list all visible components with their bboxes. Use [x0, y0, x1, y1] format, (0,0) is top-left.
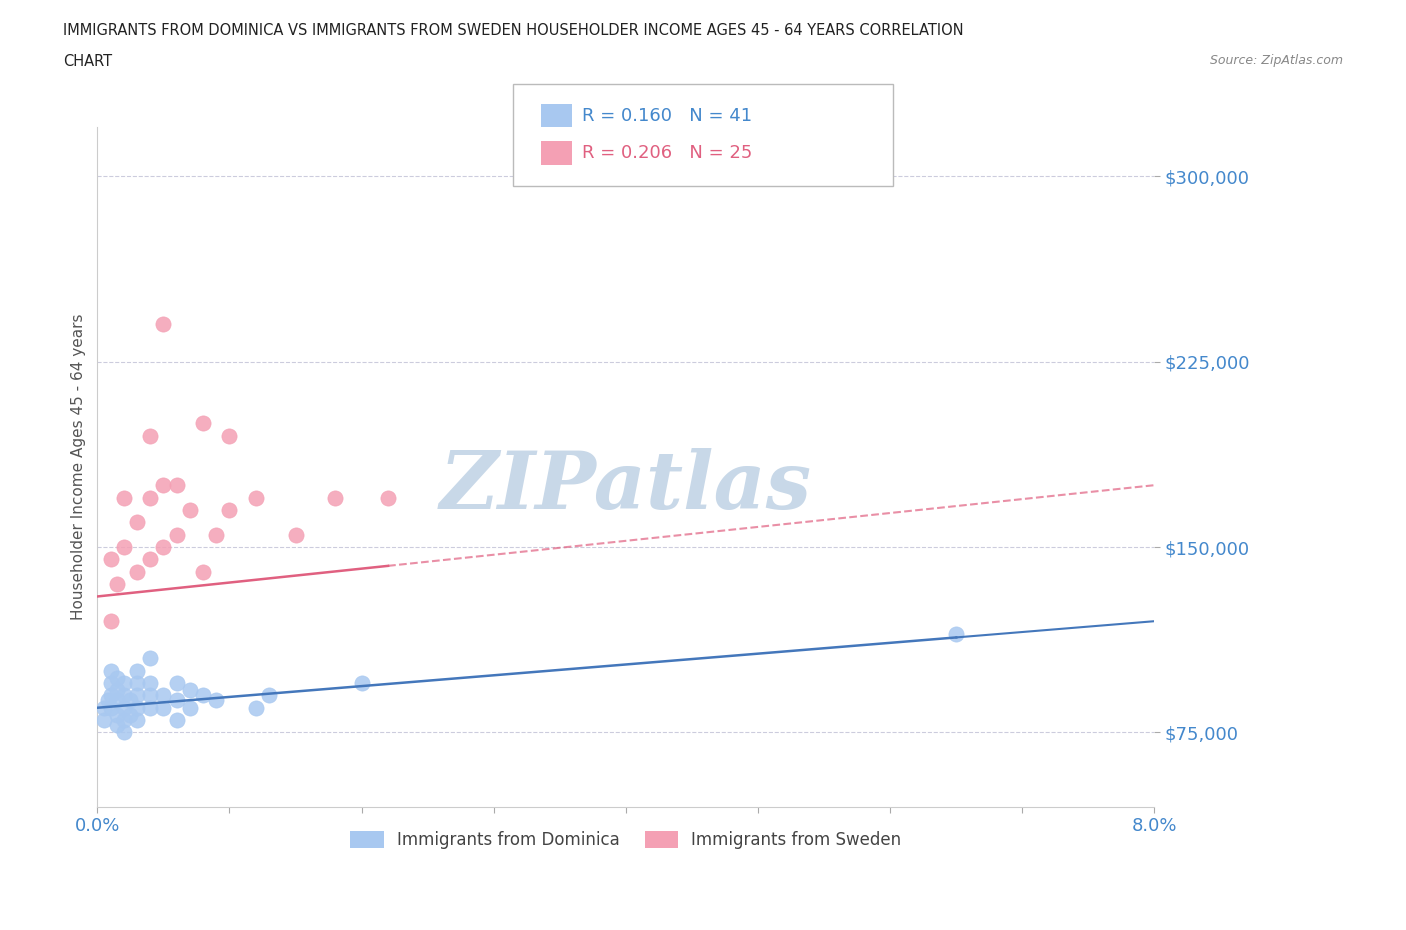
Point	[100, 700, 122, 715]
Point	[179, 683, 201, 698]
Point	[139, 688, 162, 703]
Point	[105, 683, 128, 698]
Point	[112, 675, 135, 690]
Point	[139, 490, 162, 505]
Point	[191, 688, 214, 703]
Point	[166, 478, 188, 493]
Point	[97, 693, 120, 708]
Point	[125, 688, 148, 703]
Point	[139, 651, 162, 666]
Point	[125, 663, 148, 678]
Point	[257, 688, 280, 703]
Point	[125, 712, 148, 727]
Point	[100, 663, 122, 678]
Point	[105, 708, 128, 723]
Point	[179, 502, 201, 517]
Point	[105, 671, 128, 685]
Point	[139, 700, 162, 715]
Text: R = 0.206   N = 25: R = 0.206 N = 25	[582, 144, 752, 163]
Point	[105, 693, 128, 708]
Point	[945, 626, 967, 641]
Point	[100, 675, 122, 690]
Text: R = 0.160   N = 41: R = 0.160 N = 41	[582, 107, 752, 126]
Point	[218, 502, 240, 517]
Point	[120, 708, 142, 723]
Point	[105, 577, 128, 591]
Y-axis label: Householder Income Ages 45 - 64 years: Householder Income Ages 45 - 64 years	[72, 313, 86, 620]
Point	[112, 490, 135, 505]
Point	[166, 712, 188, 727]
Point	[100, 688, 122, 703]
Point	[93, 700, 115, 715]
Point	[218, 429, 240, 444]
Text: Source: ZipAtlas.com: Source: ZipAtlas.com	[1209, 54, 1343, 67]
Point	[152, 700, 174, 715]
Point	[112, 712, 135, 727]
Point	[152, 478, 174, 493]
Point	[284, 527, 307, 542]
Point	[100, 614, 122, 629]
Point	[139, 675, 162, 690]
Point	[139, 429, 162, 444]
Text: ZIPatlas: ZIPatlas	[440, 448, 813, 525]
Point	[112, 539, 135, 554]
Legend: Immigrants from Dominica, Immigrants from Sweden: Immigrants from Dominica, Immigrants fro…	[343, 825, 908, 857]
Point	[245, 490, 267, 505]
Point	[152, 688, 174, 703]
Point	[112, 688, 135, 703]
Point	[179, 700, 201, 715]
Point	[166, 527, 188, 542]
Point	[191, 416, 214, 431]
Point	[93, 712, 115, 727]
Point	[100, 551, 122, 566]
Point	[245, 700, 267, 715]
Point	[166, 675, 188, 690]
Point	[120, 693, 142, 708]
Point	[125, 700, 148, 715]
Text: CHART: CHART	[63, 54, 112, 69]
Point	[191, 565, 214, 579]
Point	[152, 539, 174, 554]
Point	[152, 317, 174, 332]
Point	[125, 515, 148, 530]
Text: IMMIGRANTS FROM DOMINICA VS IMMIGRANTS FROM SWEDEN HOUSEHOLDER INCOME AGES 45 - : IMMIGRANTS FROM DOMINICA VS IMMIGRANTS F…	[63, 23, 965, 38]
Point	[125, 675, 148, 690]
Point	[125, 565, 148, 579]
Point	[112, 725, 135, 740]
Point	[139, 551, 162, 566]
Point	[377, 490, 399, 505]
Point	[166, 693, 188, 708]
Point	[112, 700, 135, 715]
Point	[205, 527, 228, 542]
Point	[350, 675, 373, 690]
Point	[323, 490, 346, 505]
Point	[205, 693, 228, 708]
Point	[105, 718, 128, 733]
